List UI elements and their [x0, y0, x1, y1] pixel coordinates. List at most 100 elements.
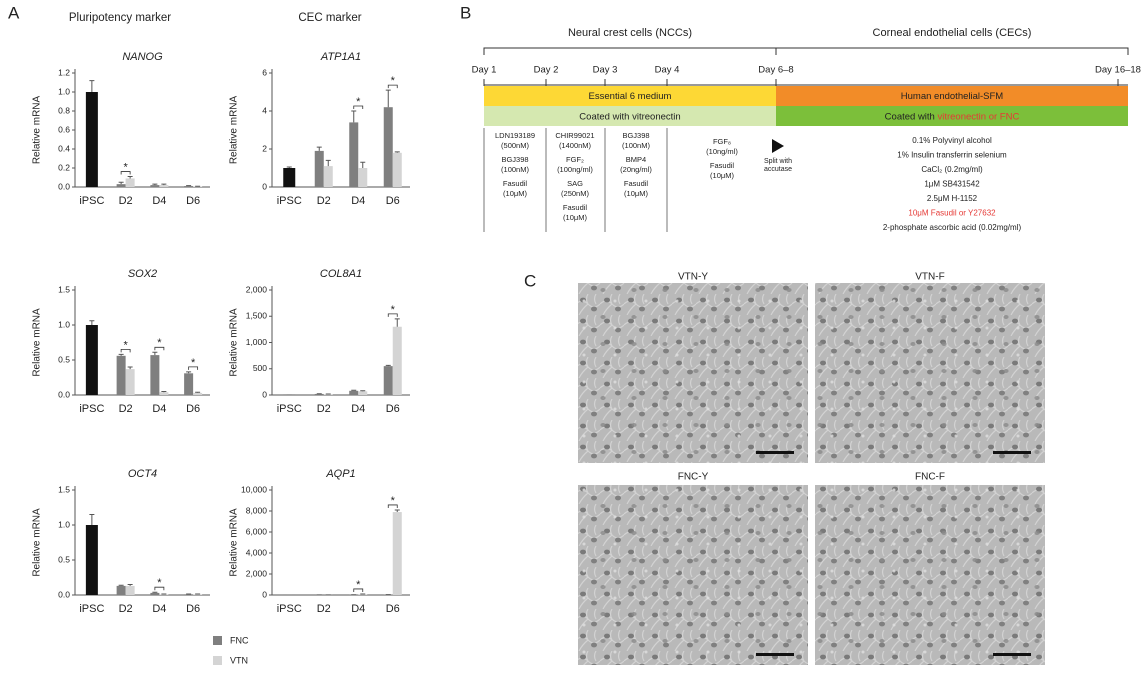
- medium-bar: [484, 86, 776, 106]
- bar: [193, 392, 203, 395]
- chart-title: NANOG: [122, 51, 163, 63]
- y-axis-label: Relative mRNA: [32, 508, 43, 577]
- day-label: Day 6–8: [758, 65, 793, 76]
- bar: [184, 373, 194, 395]
- y-tick-label: 0.6: [58, 124, 70, 134]
- bar: [184, 186, 194, 187]
- phase-bracket: [483, 47, 1129, 55]
- significance-bracket: [120, 349, 131, 353]
- error-bar: [186, 371, 192, 374]
- y-tick-label: 1.5: [58, 484, 70, 494]
- error-bar: [89, 320, 95, 325]
- y-tick-label: 2: [262, 143, 267, 153]
- reagent: (20ng/ml): [620, 165, 652, 174]
- x-tick-label: D6: [186, 403, 200, 415]
- y-axis-label: Relative mRNA: [32, 308, 43, 377]
- reagent: LDN193189: [495, 131, 535, 140]
- reagent: (250nM): [561, 189, 589, 198]
- error-bar: [360, 390, 366, 392]
- x-tick-label: D2: [119, 195, 133, 207]
- significance-star: *: [391, 495, 396, 507]
- y-tick-label: 6: [262, 67, 267, 77]
- bar: [116, 585, 126, 595]
- y-axis-label: Relative mRNA: [229, 308, 240, 377]
- bar: [392, 326, 402, 395]
- bar: [383, 107, 393, 187]
- coating-bar: [484, 106, 776, 126]
- x-tick-label: D2: [119, 403, 133, 415]
- significance-bracket: [154, 586, 165, 591]
- bar: [392, 152, 402, 187]
- scale-bar: [993, 653, 1031, 656]
- significance-star: *: [123, 339, 128, 351]
- bar: [383, 366, 393, 395]
- error-bar: [152, 591, 158, 593]
- y-axis-label: Relative mRNA: [229, 508, 240, 577]
- coating-label: Coated with vitreonectin or FNC: [885, 111, 1020, 122]
- bar: [125, 178, 135, 187]
- y-tick-label: 0.0: [58, 181, 70, 191]
- bar: [358, 168, 368, 187]
- significance-star: *: [356, 579, 361, 591]
- y-tick-label: 0: [262, 589, 267, 599]
- chart-title: AQP1: [325, 468, 355, 480]
- error-bar: [385, 364, 391, 367]
- bar: [358, 391, 368, 395]
- coating-bar: [776, 106, 1128, 126]
- y-tick-label: 1.0: [58, 519, 70, 529]
- bar: [116, 184, 126, 187]
- phase-label: Corneal endothelial cells (CECs): [873, 27, 1032, 39]
- y-tick-label: 0.0: [58, 589, 70, 599]
- bar: [349, 122, 359, 187]
- coating-text: Coated with: [885, 111, 938, 122]
- error-bar: [394, 318, 400, 327]
- y-tick-label: 1,500: [246, 311, 268, 321]
- bar: [283, 168, 296, 187]
- significance-star: *: [391, 304, 396, 316]
- legend-swatch: [213, 656, 222, 665]
- reagent: (10μM): [710, 171, 734, 180]
- x-tick-label: D6: [386, 403, 400, 415]
- chart-title: OCT4: [128, 468, 157, 480]
- error-bar: [127, 366, 133, 370]
- day-label: Day 16–18: [1095, 65, 1141, 76]
- bar: [314, 150, 324, 187]
- x-tick-label: D2: [119, 603, 133, 615]
- error-bar: [118, 181, 124, 185]
- significance-bracket: [188, 366, 199, 370]
- significance-bracket: [353, 588, 364, 592]
- x-tick-label: iPSC: [277, 195, 302, 207]
- reagent: 2-phosphate ascorbic acid (0.02mg/ml): [883, 223, 1022, 232]
- bar: [392, 512, 402, 595]
- panel-label: B: [460, 3, 471, 22]
- bar: [314, 393, 324, 395]
- reagent: 1μM SB431542: [924, 180, 980, 189]
- error-bar: [286, 166, 292, 168]
- y-tick-label: 4,000: [246, 547, 268, 557]
- significance-bracket: [387, 313, 398, 317]
- bar: [184, 594, 194, 595]
- reagent: 1% Insulin transferrin selenium: [897, 151, 1007, 160]
- error-bar: [127, 584, 133, 586]
- bar: [323, 166, 333, 187]
- bar: [349, 390, 359, 395]
- reagent: 2.5μM H-1152: [927, 194, 978, 203]
- error-bar: [127, 176, 133, 179]
- bar: [193, 594, 203, 595]
- coating-label: Coated with vitreonectin: [579, 111, 680, 122]
- y-tick-label: 8,000: [246, 505, 268, 515]
- y-tick-label: 0.0: [58, 389, 70, 399]
- medium-label: Essential 6 medium: [589, 91, 672, 102]
- y-tick-label: 10,000: [241, 484, 267, 494]
- x-tick-label: D4: [152, 603, 166, 615]
- bar: [150, 355, 160, 395]
- bar: [159, 594, 169, 595]
- error-bar: [360, 161, 366, 168]
- y-tick-label: 6,000: [246, 526, 268, 536]
- day-label: Day 1: [472, 65, 497, 76]
- day-label: Day 2: [534, 65, 559, 76]
- error-bar: [325, 159, 331, 167]
- significance-star: *: [356, 96, 361, 108]
- error-bar: [316, 146, 322, 151]
- y-tick-label: 2,000: [246, 284, 268, 294]
